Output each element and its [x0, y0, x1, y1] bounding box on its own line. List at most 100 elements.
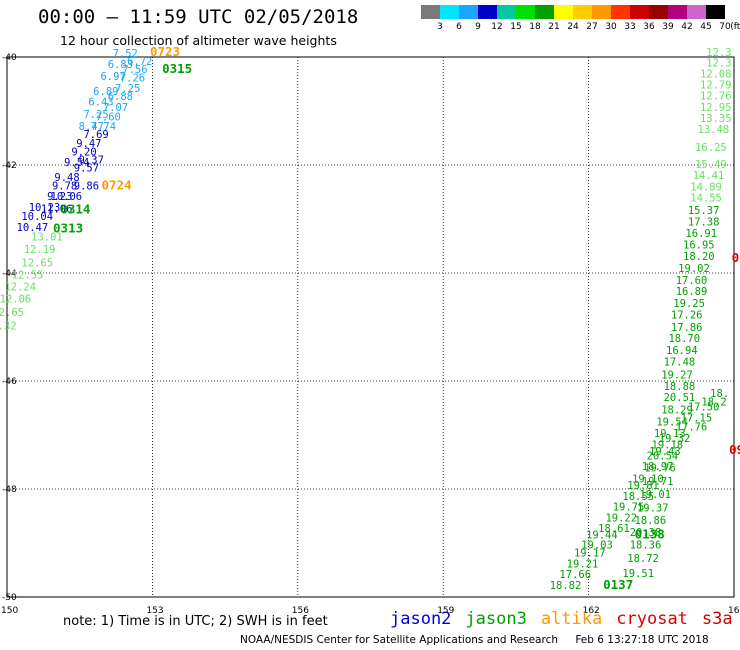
lon-tick-label: 150	[1, 606, 18, 616]
wave-height-label: 17.38	[688, 216, 720, 228]
wave-height-label: 6.83	[108, 59, 133, 71]
wave-height-label: 14.55	[690, 193, 722, 205]
wave-height-label: 19.10	[632, 474, 664, 486]
lon-tick-label: 156	[292, 606, 309, 616]
scale-label: 21	[548, 22, 560, 32]
wave-height-label: 19.71	[642, 476, 674, 488]
generated-time: Feb 6 13:27:18 UTC 2018	[575, 634, 709, 646]
scale-label: 42	[681, 22, 693, 32]
wave-height-label: 6.43	[88, 97, 113, 109]
scale-label: 12	[491, 22, 503, 32]
wave-height-label: 19.75	[613, 502, 645, 514]
wave-height-label: 12.3	[706, 47, 731, 59]
wave-height-label: 19.81	[627, 480, 659, 492]
wave-height-label: 12.55	[12, 269, 44, 281]
wave-height-label: 10.47	[17, 222, 49, 234]
scale-label: 9	[475, 22, 481, 32]
scale-swatch	[706, 5, 725, 19]
wave-height-label: 18.82	[550, 580, 582, 592]
wave-height-label: 16.94	[666, 345, 698, 357]
wave-height-label: 12.19	[24, 244, 56, 256]
wave-height-label: 19.22	[605, 512, 637, 524]
scale-label: 3	[437, 22, 443, 32]
wave-height-label: 18.36	[630, 539, 662, 551]
pass-time-label: 0724	[102, 177, 132, 192]
footer-note: note: 1) Time is in UTC; 2) SWH is in fe…	[63, 614, 328, 629]
wave-height-label: 7.26	[120, 72, 145, 84]
scale-swatch	[630, 5, 649, 19]
lon-tick-label: 165	[728, 606, 740, 616]
wave-height-label: 10.06	[51, 191, 83, 203]
wave-height-label: 7.60	[96, 112, 121, 124]
legend-item-jason3: jason3	[465, 609, 527, 629]
pass-time-label: 0138	[635, 527, 665, 542]
scale-swatch	[573, 5, 592, 19]
wave-height-label: 18.70	[668, 333, 700, 345]
wave-height-label: 18.97	[642, 461, 674, 473]
wave-height-label: 17.15	[681, 413, 713, 425]
scale-label: 18	[529, 22, 541, 32]
wave-height-label: 13.35	[700, 113, 732, 125]
wave-height-label: 17.60	[676, 275, 708, 287]
wave-height-label: 19.21	[567, 558, 599, 570]
wave-height-label: 9.47	[76, 138, 101, 150]
wave-height-label: 20.51	[664, 392, 696, 404]
wave-height-label: 19.17	[574, 548, 606, 560]
wave-height-label: 19.01	[639, 489, 671, 501]
scale-label: 15	[510, 22, 522, 32]
scale-swatch	[649, 5, 668, 19]
wave-height-label: 19.54	[656, 416, 688, 428]
pass-time-label: 0910	[729, 442, 740, 457]
wave-height-label: 8.47	[79, 121, 104, 133]
wave-height-label: 18.88	[664, 381, 696, 393]
scale-label: 27	[586, 22, 598, 32]
legend-item-jason2: jason2	[390, 609, 452, 629]
wave-height-label: 10.23	[29, 202, 61, 214]
scale-label: 70	[719, 22, 731, 32]
wave-height-label: 17.86	[671, 322, 703, 334]
scale-swatch	[592, 5, 611, 19]
wave-height-label: 18.20	[683, 251, 715, 263]
lat-tick-label: -50	[2, 593, 17, 603]
wave-height-label: 12.65	[21, 258, 53, 270]
legend-item-altika: altika	[540, 609, 603, 629]
pass-time-label: 0315	[162, 61, 192, 76]
wave-height-label: 14.41	[693, 170, 725, 182]
wave-height-label: 12.65	[0, 307, 24, 319]
wave-height-label: 7.56	[122, 64, 147, 76]
wave-height-label: 19.44	[586, 530, 618, 542]
map-subtitle: 12 hour collection of altimeter wave hei…	[60, 33, 337, 48]
lon-tick-label: 159	[437, 606, 454, 616]
scale-unit: (ft)	[730, 22, 740, 32]
pass-time-label: 0	[732, 250, 740, 265]
wave-height-label: 17.26	[671, 309, 703, 321]
scale-label: 45	[700, 22, 712, 32]
wave-height-label: 12.95	[700, 102, 732, 114]
scale-swatch	[535, 5, 554, 19]
lon-tick-label: 153	[146, 606, 163, 616]
wave-height-label: 17.76	[676, 422, 708, 434]
wave-height-label: 16.25	[695, 142, 727, 154]
wave-height-label: 18.72	[627, 553, 659, 565]
wave-height-label: 19.25	[673, 298, 705, 310]
wave-height-label: 7.74	[91, 121, 116, 133]
wave-height-label: 9.37	[79, 154, 104, 166]
scale-label: 24	[567, 22, 579, 32]
lat-tick-label: -44	[2, 269, 17, 279]
wave-height-label: 9.86	[74, 180, 99, 192]
scale-swatch	[440, 5, 459, 19]
legend-item-s3a: s3a	[701, 609, 733, 629]
pass-time-label: 0314	[60, 202, 90, 217]
pass-time-label: 0137	[603, 577, 633, 592]
lat-tick-label: -40	[2, 53, 17, 63]
wave-height-label: 11.06	[41, 204, 73, 216]
wave-height-label: 9.48	[54, 172, 79, 184]
wave-height-label: 16.95	[683, 240, 715, 252]
scale-swatch	[554, 5, 573, 19]
scale-label: 6	[456, 22, 462, 32]
wave-height-label: 13.48	[698, 124, 730, 136]
wave-height-label: 12.79	[700, 79, 732, 91]
wave-height-label: 6.88	[108, 91, 133, 103]
wave-height-label: 10.04	[21, 211, 53, 223]
